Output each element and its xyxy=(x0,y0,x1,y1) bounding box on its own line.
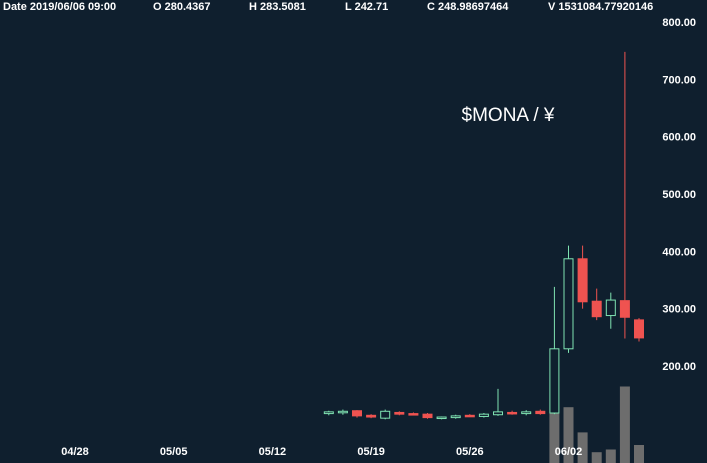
volume-bar xyxy=(563,407,574,463)
candle-up xyxy=(478,413,489,418)
candle-body xyxy=(535,410,546,415)
candle-body xyxy=(478,413,489,417)
volume-bar xyxy=(577,432,588,463)
volume-bar xyxy=(605,449,616,463)
candle-body xyxy=(450,415,461,419)
candle-body xyxy=(422,413,433,419)
close-readout: C 248.98697464 xyxy=(427,1,509,13)
candle-down xyxy=(366,414,377,419)
y-tick-label: 200.00 xyxy=(662,361,696,373)
x-tick-label: 05/26 xyxy=(456,446,484,458)
candle-body xyxy=(591,300,602,318)
candle-down xyxy=(634,318,644,342)
candle-down xyxy=(507,410,518,415)
low-readout: L 242.71 xyxy=(345,1,389,13)
candle-down xyxy=(464,414,475,418)
volume-bar xyxy=(549,413,560,463)
candle-up xyxy=(337,409,348,415)
candle-down xyxy=(408,412,419,416)
candle-down xyxy=(394,411,405,416)
candle-body xyxy=(634,319,644,339)
candle-up xyxy=(493,388,503,416)
candle-body xyxy=(464,414,475,418)
candle-body xyxy=(323,411,334,415)
candle-body xyxy=(507,411,518,415)
volume-bar xyxy=(634,445,644,463)
candle-body xyxy=(380,410,391,419)
x-tick-label: 05/05 xyxy=(160,446,188,458)
candle-body xyxy=(549,348,560,414)
volume-bars xyxy=(549,386,644,463)
candle-down xyxy=(577,245,588,309)
x-tick-label: 06/02 xyxy=(555,446,583,458)
candle-body xyxy=(337,410,348,414)
candle-body xyxy=(563,258,574,350)
x-tick-label: 05/19 xyxy=(357,446,385,458)
candle-up xyxy=(450,414,461,419)
y-tick-label: 600.00 xyxy=(662,132,696,144)
candle-up xyxy=(549,286,560,415)
candle-down xyxy=(535,409,546,415)
x-tick-label: 05/12 xyxy=(259,446,287,458)
chart-title: $MONA / ¥ xyxy=(462,105,555,126)
date-readout: Date 2019/06/06 09:00 xyxy=(3,1,117,13)
x-axis: 04/28 05/05 05/12 05/19 05/26 06/02 xyxy=(61,446,582,458)
candle-body xyxy=(521,411,532,415)
y-tick-label: 800.00 xyxy=(662,17,696,29)
candle-body xyxy=(619,300,630,318)
candle-body xyxy=(493,411,503,416)
candle-up xyxy=(521,410,532,416)
open-readout: O 280.4367 xyxy=(153,1,211,13)
volume-bar xyxy=(619,386,630,463)
candles xyxy=(323,51,644,420)
candle-down xyxy=(422,413,433,419)
candle-body xyxy=(605,299,616,317)
candle-up xyxy=(436,416,447,420)
ohlc-readout: Date 2019/06/06 09:00 O 280.4367 H 283.5… xyxy=(0,0,707,16)
candle-body xyxy=(577,258,588,303)
high-readout: H 283.5081 xyxy=(249,1,306,13)
candle-body xyxy=(408,413,419,416)
volume-bar xyxy=(591,452,602,463)
y-tick-label: 500.00 xyxy=(662,189,696,201)
x-tick-label: 04/28 xyxy=(61,446,89,458)
y-tick-label: 300.00 xyxy=(662,304,696,316)
y-tick-label: 700.00 xyxy=(662,74,696,86)
volume-readout: V 1531084.77920146 xyxy=(548,1,654,13)
candle-up xyxy=(605,292,616,329)
candle-down xyxy=(352,410,362,418)
candle-up xyxy=(380,409,391,420)
candle-body xyxy=(394,411,405,415)
candle-down xyxy=(591,288,602,321)
y-tick-label: 400.00 xyxy=(662,246,696,258)
candle-body xyxy=(366,414,377,418)
candle-down xyxy=(619,51,630,339)
candle-up xyxy=(563,245,574,353)
candle-body xyxy=(352,410,362,417)
candle-body xyxy=(436,416,447,420)
candle-up xyxy=(323,410,334,416)
y-axis: 200.00 300.00 400.00 500.00 600.00 700.00 800.… xyxy=(662,17,696,373)
